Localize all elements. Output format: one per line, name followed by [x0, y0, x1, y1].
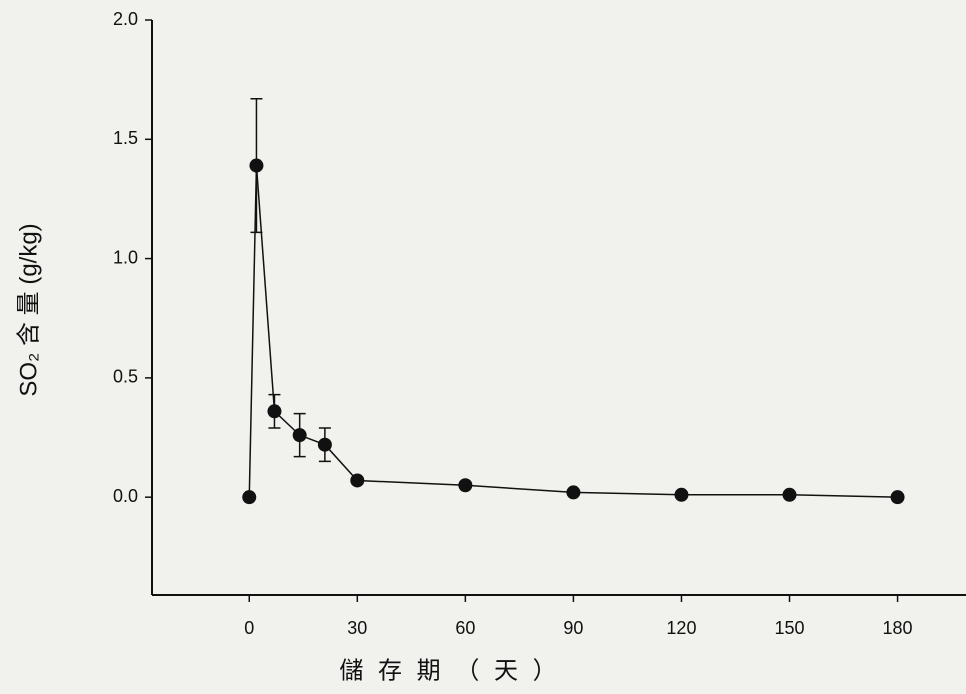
x-tick-label: 0	[244, 618, 254, 638]
y-tick-label: 0.5	[113, 367, 138, 387]
y-axis-label: SO₂ 含 量 (g/kg)	[15, 223, 42, 396]
data-point	[350, 473, 365, 488]
x-tick-label: 30	[347, 618, 367, 638]
x-axis-label: 儲 存 期 （ 天 ）	[339, 657, 560, 684]
x-tick-label: 150	[774, 618, 804, 638]
y-tick-label: 0.0	[113, 486, 138, 506]
series-line	[248, 165, 898, 498]
data-point	[242, 490, 257, 505]
x-tick-label: 60	[455, 618, 475, 638]
x-tick-label: 120	[666, 618, 696, 638]
y-tick-label: 2.0	[113, 9, 138, 29]
x-tick-label: 90	[563, 618, 583, 638]
data-point	[566, 485, 581, 500]
y-tick-label: 1.0	[113, 247, 138, 267]
data-point	[890, 490, 905, 505]
y-tick-label: 1.5	[113, 128, 138, 148]
data-point	[267, 404, 282, 419]
data-point	[249, 158, 264, 173]
data-point	[317, 437, 332, 452]
data-point	[782, 487, 797, 502]
data-point	[458, 478, 473, 493]
data-point	[292, 428, 307, 443]
x-tick-label: 180	[883, 618, 913, 638]
data-point	[674, 487, 689, 502]
